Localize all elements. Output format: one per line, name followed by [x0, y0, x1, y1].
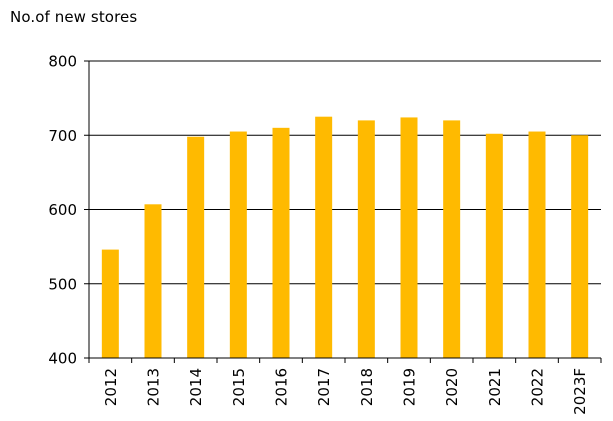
x-tick-label: 2019 [401, 368, 419, 406]
bar-2017 [315, 116, 333, 358]
x-tick-label: 2016 [273, 368, 291, 406]
x-tick-label: 2022 [529, 368, 547, 406]
gridlines [89, 60, 601, 285]
y-tick-label: 600 [48, 201, 77, 219]
y-tick-label: 500 [48, 275, 77, 293]
chart-title: No.of new stores [10, 8, 138, 26]
x-tick-label: 2018 [358, 368, 376, 406]
x-tick-label: 2020 [443, 368, 461, 406]
bar-2016 [272, 127, 290, 358]
y-tick-label: 400 [48, 350, 77, 368]
bar-2019 [400, 117, 418, 359]
x-tick-label: 2021 [486, 368, 504, 406]
bars [101, 116, 589, 359]
bar-2018 [357, 120, 375, 359]
x-tick-label: 2014 [187, 368, 205, 406]
axes [84, 60, 602, 363]
y-tick-label: 700 [48, 127, 77, 145]
bar-2020 [443, 120, 461, 359]
bar-2021 [485, 133, 503, 358]
bar-2014 [187, 136, 205, 358]
x-tick-label: 2023F [571, 368, 589, 415]
bar-2022 [528, 131, 546, 358]
x-tick-labels: 2012 2013 2014 2015 2016 2017 2018 2019 2020 2021… [102, 368, 589, 415]
x-tick-label: 2013 [145, 368, 163, 406]
bar-2013 [144, 204, 162, 358]
x-tick-label: 2017 [315, 368, 333, 406]
bar-2015 [229, 131, 247, 358]
bar-2012 [101, 249, 119, 358]
y-tick-labels: 400 500 600 700 800 [48, 53, 77, 368]
x-tick-label: 2015 [230, 368, 248, 406]
x-tick-label: 2012 [102, 368, 120, 406]
bar-2023F [571, 135, 589, 358]
y-tick-label: 800 [48, 53, 77, 71]
